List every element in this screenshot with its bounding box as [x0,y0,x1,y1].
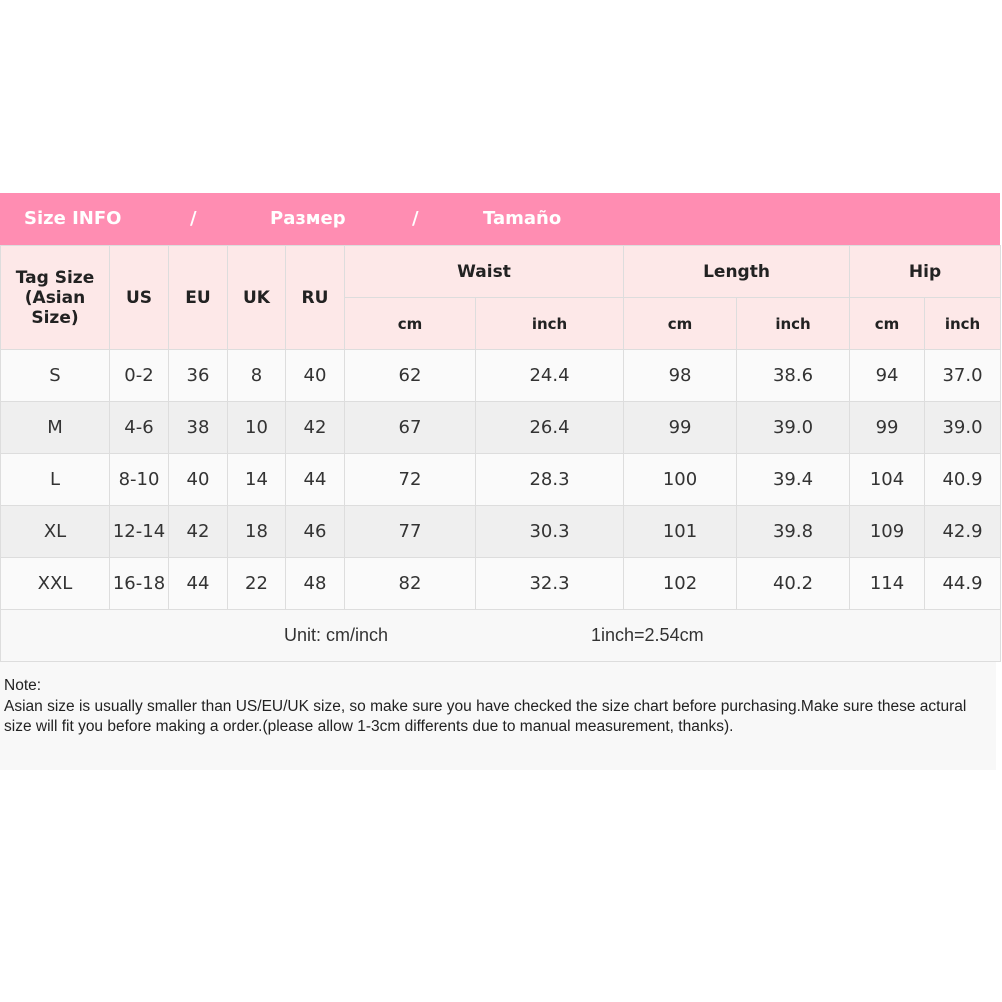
header-waist-inch: inch [474,297,625,350]
table-cell: XXL [0,557,110,610]
table-cell: 16-18 [109,557,169,610]
table-cell: 99 [623,401,738,454]
table-cell: 102 [623,557,738,610]
table-cell: 8 [227,349,286,402]
table-cell: 39.8 [736,505,851,558]
table-cell: 36 [168,349,228,402]
note-text: Asian size is usually smaller than US/EU… [4,697,967,736]
conversion-label: 1inch=2.54cm [591,625,704,645]
table-cell: 94 [849,349,926,402]
table-cell: 109 [849,505,926,558]
table-cell: 26.4 [474,401,625,454]
table-cell: 38.6 [736,349,851,402]
table-cell: 98 [623,349,738,402]
table-cell: 101 [623,505,738,558]
table-cell: 39.0 [924,401,1002,454]
header-ru: RU [285,245,345,350]
table-cell: 40.9 [924,453,1002,506]
table-cell: 28.3 [474,453,625,506]
table-cell: 104 [849,453,926,506]
table-cell: 77 [344,505,476,558]
table-cell: 18 [227,505,286,558]
table-cell: 100 [623,453,738,506]
header-hip-cm: cm [849,297,926,350]
banner-size-info: Size INFO [24,208,122,229]
header-hip: Hip [849,245,1002,298]
table-cell: S [0,349,110,402]
table-cell: 40 [285,349,345,402]
banner-razmer: Размер [270,208,346,229]
header-eu: EU [168,245,228,350]
table-row: M 4-6 38 10 42 67 26.4 99 39.0 99 39.0 [0,401,1002,454]
table-cell: L [0,453,110,506]
table-cell: 37.0 [924,349,1002,402]
header-waist: Waist [343,245,625,298]
header-length: Length [623,245,851,298]
table-cell: 38 [168,401,228,454]
table-cell: 40 [168,453,228,506]
banner-separator: / [412,208,419,229]
header-length-inch: inch [736,297,851,350]
table-cell: 40.2 [736,557,851,610]
table-cell: 62 [344,349,476,402]
table-cell: 39.4 [736,453,851,506]
table-cell: 8-10 [109,453,169,506]
header-waist-cm: cm [344,297,476,350]
unit-label: Unit: cm/inch [284,625,389,645]
size-info-banner: Size INFO / Размер / Tamaño [0,193,1000,245]
table-cell: 72 [344,453,476,506]
header-hip-inch: inch [924,297,1002,350]
table-cell: 4-6 [109,401,169,454]
banner-separator: / [190,208,197,229]
table-cell: 12-14 [109,505,169,558]
table-cell: 10 [227,401,286,454]
table-cell: 39.0 [736,401,851,454]
table-cell: 32.3 [474,557,625,610]
size-chart-table: Tag Size (Asian Size) US EU UK RU Waist … [0,245,1002,662]
table-cell: 42 [168,505,228,558]
table-cell: 42.9 [924,505,1002,558]
header-length-cm: cm [623,297,738,350]
note-label: Note: [4,677,42,694]
table-row: XXL 16-18 44 22 48 82 32.3 102 40.2 114 44.9 [0,557,1002,610]
header-us: US [109,245,169,350]
table-cell: 0-2 [109,349,169,402]
table-cell: 44.9 [924,557,1002,610]
table-cell: 22 [227,557,286,610]
table-cell: 44 [168,557,228,610]
table-row: L 8-10 40 14 44 72 28.3 100 39.4 104 40.9 [0,453,1002,506]
table-cell: 48 [285,557,345,610]
table-cell: 67 [344,401,476,454]
table-row: XL 12-14 42 18 46 77 30.3 101 39.8 109 42.9 [0,505,1002,558]
table-cell: 30.3 [474,505,625,558]
table-cell: 24.4 [474,349,625,402]
table-cell: 14 [227,453,286,506]
table-cell: 82 [344,557,476,610]
table-cell: 46 [285,505,345,558]
table-cell: 44 [285,453,345,506]
table-cell: 114 [849,557,926,610]
table-cell: M [0,401,110,454]
table-cell: XL [0,505,110,558]
banner-tamano: Tamaño [483,208,562,229]
header-uk: UK [227,245,286,350]
table-row: S 0-2 36 8 40 62 24.4 98 38.6 94 37.0 [0,349,1002,402]
header-tag-size: Tag Size (Asian Size) [0,245,110,350]
unit-row: Unit: cm/inch 1inch=2.54cm [0,609,1002,662]
note-box: Note: Asian size is usually smaller than… [0,662,996,770]
table-cell: 42 [285,401,345,454]
table-cell: 99 [849,401,926,454]
